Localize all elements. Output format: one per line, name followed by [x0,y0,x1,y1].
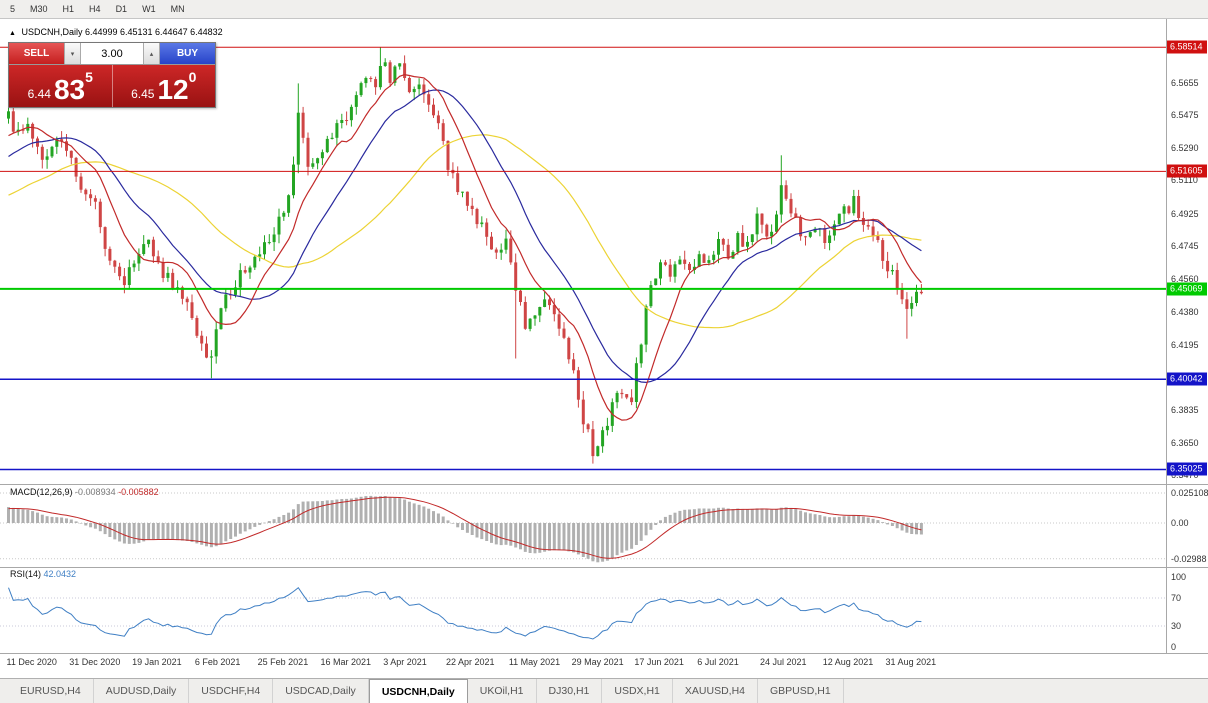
rsi-axis-label: 70 [1171,593,1182,603]
timeframe-button-m30[interactable]: M30 [23,2,55,16]
date-axis-label: 31 Aug 2021 [885,657,937,667]
rsi-name: RSI(14) [10,569,42,579]
date-axis-label: 12 Aug 2021 [822,657,874,667]
price-axis-label: 6.5290 [1171,143,1199,154]
volume-decrease-button[interactable]: ▾ [64,43,81,64]
timeframe-button-h4[interactable]: H4 [82,2,108,16]
bid-price-big: 83 [53,74,86,106]
chart-ohlc-values: 6.44999 6.45131 6.44647 6.44832 [84,27,223,37]
trade-panel-top-row: SELL ▾ ▴ BUY [9,43,215,65]
price-level-tag[interactable]: 6.40042 [1167,372,1207,386]
ask-price-big: 12 [157,74,189,106]
price-level-tag[interactable]: 6.35025 [1167,462,1207,476]
date-axis-label: 6 Feb 2021 [194,657,241,667]
date-axis-label: 17 Jun 2021 [634,657,684,667]
tab-audusd-daily[interactable]: AUDUSD,Daily [94,679,190,703]
price-axis-label: 6.5110 [1171,175,1198,186]
date-axis-label: 3 Apr 2021 [383,657,427,667]
macd-axis-label: 0.025108 [1171,487,1208,498]
buy-price-display[interactable]: 6.45 12 0 [112,65,215,107]
ask-price-prefix: 6.45 [131,87,155,101]
chart-symbol-label: USDCNH,Daily [21,27,83,37]
date-axis-label: 6 Jul 2021 [697,657,739,667]
price-axis-label: 6.3835 [1171,404,1199,415]
horizontal-level-lines[interactable] [0,46,1166,471]
macd-axis-label: -0.02988 [1171,553,1207,564]
tab-usdchf-h4[interactable]: USDCHF,H4 [189,679,274,703]
price-axis-label: 6.4195 [1171,339,1199,350]
chart-marker-icon: ▲ [9,30,16,37]
ma-mid-blue [8,89,922,384]
tab-gbpusd-h1[interactable]: GBPUSD,H1 [758,679,844,703]
one-click-trading-panel: SELL ▾ ▴ BUY 6.44 83 5 6.45 12 0 [8,42,216,108]
candles [7,47,923,464]
panel-separators [0,18,1208,654]
bid-price-sup: 5 [85,69,93,85]
price-axis-label: 6.5655 [1171,77,1199,88]
tab-dj30-h1[interactable]: DJ30,H1 [537,679,603,703]
date-axis-label: 22 Apr 2021 [446,657,495,667]
price-axis-label: 6.4560 [1171,274,1199,285]
volume-input[interactable] [81,43,143,64]
ma-fast-red [8,73,922,421]
tab-eurusd-h4[interactable]: EURUSD,H4 [8,679,94,703]
date-axis-label: 24 Jul 2021 [759,657,807,667]
macd-indicator-label: MACD(12,26,9) -0.008934 -0.005882 [10,487,159,497]
price-level-tag[interactable]: 6.58514 [1167,40,1207,54]
timeframe-button-d1[interactable]: D1 [109,2,135,16]
rsi-value: 42.0432 [43,569,77,579]
bid-price-prefix: 6.44 [27,87,51,101]
date-axis-label: 11 May 2021 [508,657,561,667]
date-axis-label: 11 Dec 2020 [6,657,57,667]
chart-title: ▲ USDCNH,Daily 6.44999 6.45131 6.44647 6… [9,27,223,37]
tab-xauusd-h4[interactable]: XAUUSD,H4 [673,679,758,703]
timeframe-button-h1[interactable]: H1 [56,2,82,16]
date-axis-label: 16 Mar 2021 [320,657,371,667]
rsi-axis-label: 30 [1171,621,1182,631]
macd-axis-label: 0.00 [1171,518,1189,528]
sell-button[interactable]: SELL [9,43,64,64]
rsi-indicator-label: RSI(14) 42.0432 [10,569,76,579]
price-axis-label: 6.3650 [1171,437,1199,448]
macd-main-value: -0.008934 [75,487,116,497]
date-axis-label: 31 Dec 2020 [69,657,121,667]
price-axis-label: 6.5475 [1171,109,1199,120]
macd-name: MACD(12,26,9) [10,487,73,497]
price-axis-label: 6.4925 [1171,208,1199,219]
macd-signal-value: -0.005882 [118,487,159,497]
tab-ukoil-h1[interactable]: UKOil,H1 [468,679,537,703]
date-axis-label: 29 May 2021 [571,657,624,667]
trade-panel-price-row: 6.44 83 5 6.45 12 0 [9,65,215,107]
buy-button[interactable]: BUY [160,43,215,64]
date-axis-label: 19 Jan 2021 [132,657,182,667]
timeframe-button-5[interactable]: 5 [3,2,22,16]
ma-slow-yellow [8,134,922,329]
volume-increase-button[interactable]: ▴ [143,43,160,64]
rsi-axis-label: 0 [1171,642,1177,652]
rsi-axis-label: 100 [1171,572,1187,582]
rsi-line [8,586,922,640]
chart-tab-bar: EURUSD,H4 AUDUSD,Daily USDCHF,H4 USDCAD,… [0,678,1208,703]
price-axis-label: 6.4745 [1171,241,1199,252]
price-level-tag[interactable]: 6.51605 [1167,164,1207,178]
tab-usdcad-daily[interactable]: USDCAD,Daily [273,679,369,703]
timeframe-button-w1[interactable]: W1 [135,2,163,16]
timeframe-button-mn[interactable]: MN [164,2,192,16]
price-level-tag[interactable]: 6.45069 [1167,282,1207,296]
timeframe-toolbar: 5 M30 H1 H4 D1 W1 MN [0,0,1208,19]
macd-signal-line [8,496,922,559]
tab-usdx-h1[interactable]: USDX,H1 [602,679,673,703]
sell-price-display[interactable]: 6.44 83 5 [9,65,113,107]
tab-usdcnh-daily[interactable]: USDCNH,Daily [368,679,468,703]
price-axis-label: 6.4380 [1171,306,1199,317]
date-axis-label: 25 Feb 2021 [257,657,309,667]
ask-price-sup: 0 [188,69,197,85]
